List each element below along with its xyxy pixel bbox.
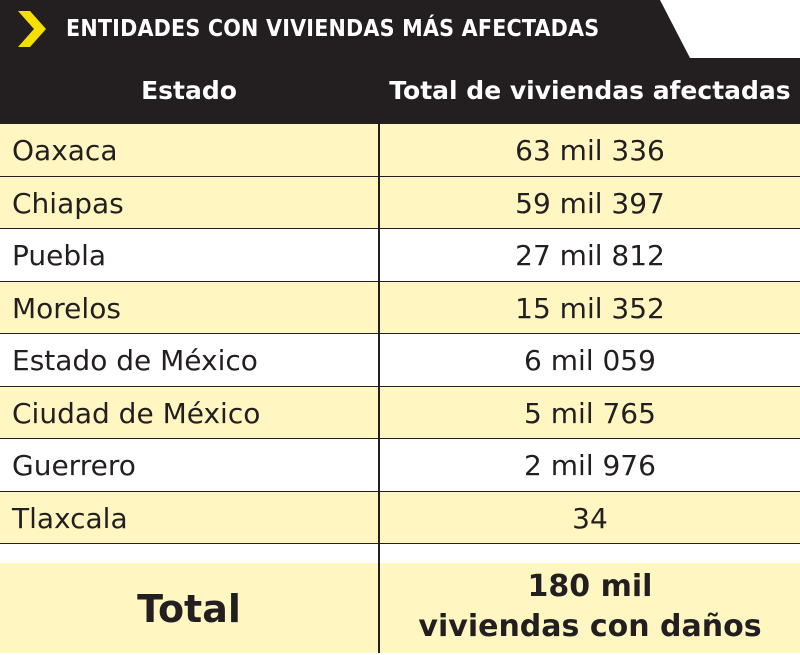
state-total: 34 bbox=[572, 501, 608, 535]
total-label: Total bbox=[137, 587, 241, 631]
column-divider bbox=[378, 124, 380, 653]
table-row: Guerrero 2 mil 976 bbox=[0, 439, 800, 492]
table-header: Estado Total de viviendas afectadas bbox=[0, 58, 800, 124]
table-row: Oaxaca 63 mil 336 bbox=[0, 124, 800, 177]
table-row: Tlaxcala 34 bbox=[0, 491, 800, 544]
state-name: Guerrero bbox=[12, 449, 136, 482]
state-name: Morelos bbox=[12, 291, 121, 325]
total-value-line2: viviendas con daños bbox=[418, 609, 762, 644]
table-row: Estado de México 6 mil 059 bbox=[0, 334, 800, 387]
chevron-right-icon bbox=[18, 11, 46, 47]
title-banner: ENTIDADES CON VIVIENDAS MÁS AFECTADAS bbox=[0, 0, 690, 58]
state-total: 15 mil 352 bbox=[515, 291, 665, 325]
state-total: 5 mil 765 bbox=[524, 396, 656, 430]
table-row: Morelos 15 mil 352 bbox=[0, 281, 800, 334]
state-total: 59 mil 397 bbox=[515, 186, 665, 220]
state-name: Oaxaca bbox=[12, 134, 118, 167]
total-value-line1: 180 mil bbox=[527, 569, 653, 604]
header-state: Estado bbox=[141, 76, 237, 105]
state-name: Tlaxcala bbox=[12, 501, 128, 535]
state-name: Puebla bbox=[12, 239, 107, 272]
table-body: Oaxaca 63 mil 336 Chiapas 59 mil 397 Pue… bbox=[0, 124, 800, 544]
total-value: 180 mil viviendas con daños bbox=[380, 567, 800, 647]
header-total: Total de viviendas afectadas bbox=[389, 76, 791, 105]
total-row: Total 180 mil viviendas con daños bbox=[0, 563, 800, 653]
state-name: Estado de México bbox=[12, 344, 258, 377]
table-row: Ciudad de México 5 mil 765 bbox=[0, 386, 800, 439]
table-title: ENTIDADES CON VIVIENDAS MÁS AFECTADAS bbox=[66, 16, 600, 42]
state-total: 27 mil 812 bbox=[515, 239, 665, 272]
table-row: Chiapas 59 mil 397 bbox=[0, 176, 800, 229]
table-row: Puebla 27 mil 812 bbox=[0, 229, 800, 282]
state-total: 2 mil 976 bbox=[524, 449, 656, 482]
state-name: Chiapas bbox=[12, 186, 124, 220]
state-total: 6 mil 059 bbox=[524, 344, 656, 377]
state-name: Ciudad de México bbox=[12, 396, 261, 430]
state-total: 63 mil 336 bbox=[515, 134, 665, 167]
